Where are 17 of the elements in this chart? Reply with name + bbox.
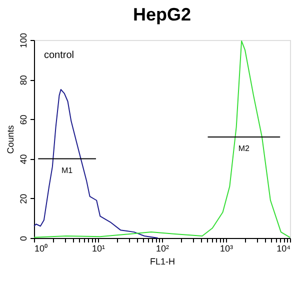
- y-tick-label: 40: [18, 154, 28, 164]
- x-tick-label: 10²: [156, 244, 170, 254]
- x-axis-title: FL1-H: [150, 256, 176, 266]
- series-label: M2: [238, 144, 250, 154]
- y-tick-label: 0: [18, 236, 28, 242]
- x-tick-label: 10³: [220, 244, 234, 254]
- y-tick-label: 80: [18, 75, 28, 86]
- y-tick-label: 60: [18, 114, 28, 125]
- series-label: M1: [61, 166, 74, 175]
- chart-title: HepG2: [132, 4, 192, 24]
- annotation: control: [44, 50, 74, 61]
- x-tick-label: 10⁰: [34, 244, 48, 254]
- x-tick-label: 10⁴: [276, 244, 291, 254]
- x-tick-label: 10¹: [92, 244, 106, 254]
- y-tick-label: 20: [18, 194, 28, 204]
- y-axis-title: Counts: [6, 124, 16, 154]
- y-tick-label: 100: [18, 32, 28, 48]
